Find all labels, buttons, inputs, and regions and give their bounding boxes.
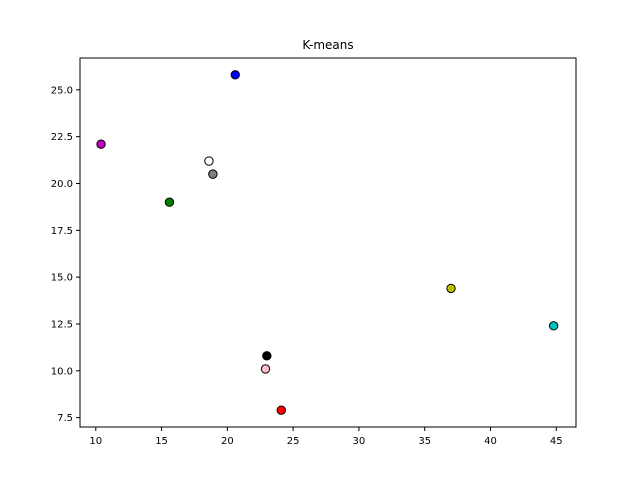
x-tick-label: 15 — [155, 436, 168, 447]
y-tick-label: 7.5 — [57, 413, 73, 424]
data-point — [204, 156, 214, 166]
y-tick-label: 10.0 — [51, 366, 73, 377]
x-tick-label: 40 — [484, 436, 497, 447]
y-tick-label: 17.5 — [51, 226, 73, 237]
x-tick-label: 30 — [353, 436, 366, 447]
data-point — [96, 139, 106, 149]
plot-area: 10 15 20 25 30 35 40 45 7.5 10.0 12.5 15.0 17.5 20.0 2… — [51, 57, 577, 447]
data-point — [446, 283, 456, 294]
y-tick-label: 25.0 — [51, 85, 73, 96]
data-point — [260, 364, 271, 374]
x-tick-label: 35 — [418, 436, 431, 447]
data-point — [548, 321, 559, 331]
x-tick-label: 25 — [287, 436, 300, 447]
plot-frame — [79, 57, 577, 428]
y-tick-label: 22.5 — [51, 132, 73, 143]
x-tick-label: 45 — [550, 436, 563, 447]
data-point — [208, 169, 218, 179]
y-tick-label: 20.0 — [51, 179, 73, 190]
y-tick-label: 12.5 — [51, 319, 73, 330]
chart-title: K-means — [302, 38, 353, 52]
x-tick-label: 10 — [89, 436, 102, 447]
data-point — [276, 405, 286, 415]
y-tick-label: 15.0 — [51, 273, 73, 284]
x-tick-label: 20 — [221, 436, 234, 447]
data-point — [164, 197, 175, 207]
data-point — [262, 351, 272, 361]
data-point — [230, 70, 240, 80]
